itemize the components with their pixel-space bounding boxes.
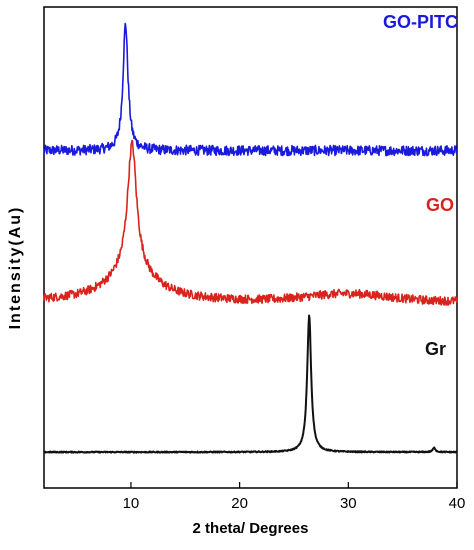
series-labels: GO-PITC GO Gr — [383, 12, 458, 359]
series-label-go-pitc: GO-PITC — [383, 12, 458, 32]
series-line-go — [43, 139, 458, 306]
x-tick-label: 10 — [123, 495, 140, 512]
x-tick-label: 40 — [449, 495, 466, 512]
plot-area: 10 20 30 40 GO-PITC GO Gr — [43, 6, 466, 512]
x-axis-ticks: 10 20 30 40 — [123, 482, 466, 512]
x-axis-title: 2 theta/ Degrees — [193, 520, 309, 537]
x-tick-label: 30 — [340, 495, 357, 512]
x-tick-label: 20 — [231, 495, 248, 512]
series-line-go-pitc — [43, 22, 458, 157]
y-axis-title: Intensity(Au) — [7, 206, 24, 330]
series-label-go: GO — [426, 195, 454, 215]
data-curves — [43, 22, 458, 454]
plot-frame — [43, 6, 458, 489]
series-line-gr — [43, 314, 458, 454]
series-label-gr: Gr — [425, 339, 446, 359]
